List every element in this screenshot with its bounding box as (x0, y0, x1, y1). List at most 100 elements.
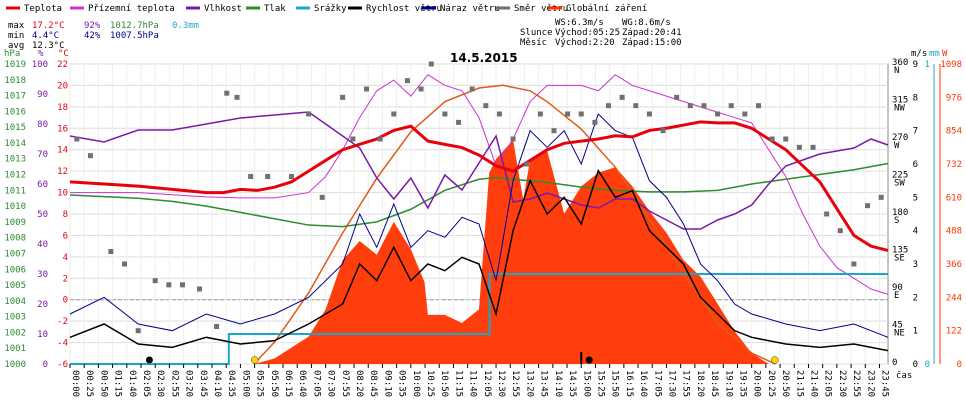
legend-label: Náraz větru (440, 4, 500, 14)
x-tick-label: 06:15 (283, 370, 293, 397)
y-tick-label-w: 1098 (940, 60, 962, 70)
y-tick-label-hpa: 1006 (4, 265, 26, 275)
wind-direction-point (248, 174, 254, 179)
wind-direction-point (265, 174, 271, 179)
series-theoretical-radiation (253, 84, 776, 365)
stat-min-hum: 42% (84, 31, 101, 41)
y-tick-label-pct: 100 (32, 60, 48, 70)
y-tick-label-dir-name: SE (894, 254, 905, 264)
x-tick-label: 10:25 (425, 370, 435, 397)
legend-label: Teplota (24, 4, 62, 14)
wind-direction-point (166, 282, 172, 288)
y-tick-label-hpa: 1001 (4, 344, 26, 354)
y-tick-label-degc: 20 (57, 81, 68, 91)
x-tick-label: 12:30 (496, 370, 506, 397)
y-tick-label-degc: 0 (63, 296, 68, 306)
y-tick-label-hpa: 1000 (4, 360, 26, 370)
x-tick-label: 14:35 (567, 370, 577, 397)
y-tick-label-hpa: 1002 (4, 328, 26, 338)
y-tick-label-w: 976 (946, 93, 962, 103)
y-tick-label-pct: 10 (37, 330, 48, 340)
x-tick-label: 19:10 (723, 370, 733, 397)
wind-direction-point (428, 61, 434, 67)
y-tick-label-dir: 90 (892, 283, 903, 293)
y-tick-label-hpa: 1003 (4, 313, 26, 323)
y-tick-label-dir: 180 (892, 208, 908, 218)
sun-rise: Východ:05:25 (555, 28, 620, 38)
y-tick-label-ms: 4 (913, 227, 918, 237)
moonset-marker (585, 356, 593, 364)
wind-direction-point (687, 103, 693, 109)
legend-label: Tlak (264, 4, 286, 14)
wind-direction-point (289, 174, 295, 179)
wind-direction-point (74, 136, 80, 142)
x-tick-label: 20:25 (766, 370, 776, 397)
stat-avg-temp: 12.3°C (32, 41, 65, 51)
axis-title-ms: m/s (911, 49, 927, 59)
y-tick-label-dir: 225 (892, 171, 908, 181)
wind-direction-point (851, 261, 857, 267)
wind-direction-point (391, 111, 397, 117)
axis-title-hpa: hPa (4, 49, 20, 59)
wind-direction-point (646, 111, 652, 117)
series-ground-temp (70, 74, 889, 295)
y-tick-label-w: 244 (946, 293, 962, 303)
wind-direction-point (633, 103, 639, 109)
wind-direction-point (469, 86, 475, 92)
y-tick-label-hpa: 1005 (4, 281, 26, 291)
y-tick-label-dir-name: W (894, 141, 900, 151)
x-tick-label: 13:45 (539, 370, 549, 397)
stat-max-label: max (8, 21, 25, 31)
y-tick-label-pct: 40 (37, 240, 48, 250)
x-tick-label: 11:40 (468, 370, 478, 397)
y-tick-label-pct: 0 (43, 360, 48, 370)
wind-direction-point (483, 103, 489, 109)
y-tick-label-pct: 80 (37, 120, 48, 130)
x-tick-label: 10:50 (439, 370, 449, 397)
y-tick-label-w: 366 (946, 260, 962, 270)
x-tick-label: 05:00 (240, 370, 250, 397)
wind-direction-point (865, 203, 871, 209)
y-tick-label-mm: 1 (925, 60, 930, 70)
stat-min-label: min (8, 31, 24, 41)
wind-direction-point (674, 94, 680, 100)
y-tick-label-ms: 9 (913, 60, 918, 70)
sun-moon-block: WS:6.3m/s WG:8.6m/s Slunce Východ:05:25 … (520, 18, 682, 48)
y-tick-label-hpa: 1016 (4, 107, 26, 117)
y-tick-label-pct: 50 (37, 210, 48, 220)
x-tick-label: 15:00 (581, 370, 591, 397)
x-tick-label: 09:10 (382, 370, 392, 397)
wind-direction-point (418, 86, 424, 92)
x-tick-label: 17:55 (681, 370, 691, 397)
x-tick-label: 00:25 (84, 370, 94, 397)
x-tick-label: 13:20 (524, 370, 534, 397)
x-tick-label: 16:40 (638, 370, 648, 397)
x-tick-label: 11:15 (453, 370, 463, 397)
y-tick-label-w: 854 (946, 127, 962, 137)
x-tick-label: 22:05 (823, 370, 833, 397)
wind-direction-point (524, 161, 530, 167)
y-tick-label-dir-name: NW (894, 104, 905, 114)
y-tick-label-hpa: 1014 (4, 139, 26, 149)
x-tick-label: 07:55 (340, 370, 350, 397)
legend-label: Globální záření (566, 4, 647, 14)
wind-direction-point (442, 111, 448, 117)
x-tick-label: 23:45 (879, 370, 889, 397)
stat-max-press: 1012.7hPa (110, 21, 159, 31)
y-tick-label-pct: 20 (37, 300, 48, 310)
y-tick-label-mm: 0 (925, 360, 930, 370)
y-tick-label-degc: -4 (57, 339, 68, 349)
y-tick-label-hpa: 1004 (4, 297, 26, 307)
sunrise-marker (250, 356, 259, 364)
x-tick-label: 06:40 (297, 370, 307, 397)
x-tick-label: 01:15 (113, 370, 123, 397)
y-tick-label-hpa: 1019 (4, 60, 26, 70)
y-tick-label-ms: 3 (913, 260, 918, 270)
legend-label: Přízemní teplota (88, 4, 175, 14)
y-tick-label-dir: 360 (892, 58, 908, 68)
axis-title-degc: °C (58, 49, 69, 59)
series-radiation-area (70, 139, 888, 364)
stat-max-hum: 92% (84, 21, 101, 31)
wind-direction-point (565, 111, 571, 117)
y-tick-label-hpa: 1011 (4, 186, 26, 196)
